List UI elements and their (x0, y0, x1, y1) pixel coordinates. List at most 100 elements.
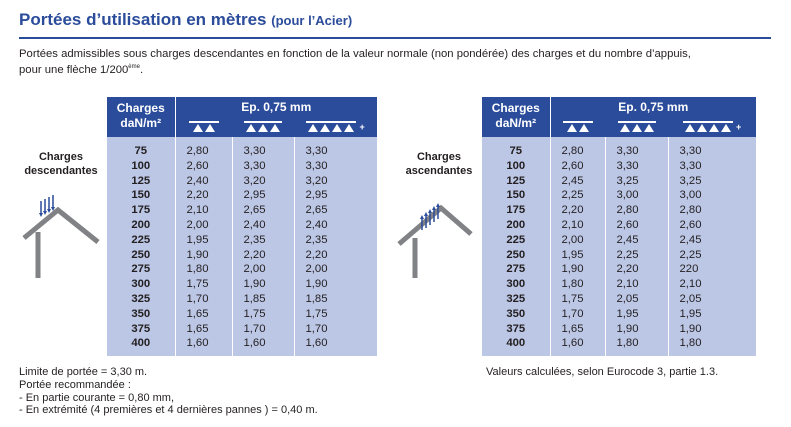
span-4-supports-cell: 2,80 (667, 203, 756, 218)
intro-text: Portées admissibles sous charges descend… (19, 48, 779, 77)
note-line-1: Limite de portée = 3,30 m. (19, 366, 148, 378)
span-2-supports-cell: 1,65 (174, 321, 232, 337)
span-3-supports-cell: 2,10 (604, 277, 668, 292)
span-3-supports-cell: 1,70 (231, 321, 294, 337)
span-4-supports-cell: 220 (667, 262, 756, 278)
title-suffix: (pour l’Acier) (271, 13, 353, 28)
table-row: 350 1,70 1,95 1,95 (482, 306, 756, 322)
span-2-supports-cell: 2,45 (549, 173, 605, 189)
table-row: 400 1,60 1,80 1,80 (482, 336, 756, 357)
four-plus-supports-icon: + (294, 117, 377, 137)
charge-cell: 150 (107, 188, 175, 204)
intro-sup: ème (128, 64, 140, 70)
charge-cell: 100 (107, 158, 175, 174)
two-supports-icon (174, 117, 232, 137)
right-side-label: Charges ascendantes (404, 150, 474, 178)
span-3-supports-cell: 1,60 (231, 336, 294, 357)
table-row: 225 1,95 2,35 2,35 (107, 232, 377, 248)
span-4-supports-cell: 1,90 (667, 321, 756, 337)
span-3-supports-cell: 2,45 (604, 232, 668, 248)
span-2-supports-cell: 2,25 (549, 188, 605, 204)
intro-line-1: Portées admissibles sous charges descend… (19, 48, 691, 60)
span-3-supports-cell: 1,95 (604, 306, 668, 322)
span-3-supports-cell: 2,95 (231, 188, 294, 204)
right-span-table: Charges daN/m² Ep. 0,75 mm + 75 2,80 3,30 3,… (482, 97, 756, 357)
span-2-supports-cell: 1,80 (549, 277, 605, 292)
charge-cell: 175 (107, 203, 175, 218)
charge-cell: 100 (482, 158, 550, 174)
table-row: 175 2,20 2,80 2,80 (482, 203, 756, 218)
charge-cell: 325 (107, 291, 175, 307)
span-3-supports-cell: 1,90 (231, 277, 294, 292)
charge-cell: 75 (107, 137, 175, 159)
charge-cell: 200 (107, 217, 175, 233)
span-2-supports-cell: 1,65 (549, 321, 605, 337)
span-2-supports-cell: 1,70 (549, 306, 605, 322)
plus-label: + (735, 121, 742, 132)
charges-header-line-2: daN/m² (495, 116, 537, 130)
charge-cell: 300 (482, 277, 550, 292)
span-3-supports-cell: 3,00 (604, 188, 668, 204)
span-3-supports-cell: 2,20 (231, 247, 294, 263)
note-line-3: - En partie courante = 0,80 mm, (19, 391, 174, 404)
table-row: 75 2,80 3,30 3,30 (107, 137, 377, 159)
table-row: 350 1,65 1,75 1,75 (107, 306, 377, 322)
span-4-supports-cell: 3,20 (293, 173, 377, 189)
span-4-supports-cell: 1,70 (293, 321, 377, 337)
span-2-supports-cell: 1,75 (549, 291, 605, 307)
table-row: 275 1,90 2,20 220 (482, 262, 756, 278)
span-2-supports-cell: 1,65 (174, 306, 232, 322)
table-row: 150 2,25 3,00 3,00 (482, 188, 756, 204)
span-2-supports-cell: 2,80 (549, 137, 605, 159)
span-4-supports-cell: 3,30 (667, 137, 756, 159)
charge-cell: 225 (482, 232, 550, 248)
table-row: 175 2,10 2,65 2,65 (107, 203, 377, 218)
span-2-supports-cell: 2,60 (174, 158, 232, 174)
charge-cell: 150 (482, 188, 550, 204)
span-3-supports-cell: 2,80 (604, 203, 668, 218)
three-supports-icon (605, 117, 668, 137)
span-2-supports-cell: 1,90 (174, 247, 232, 263)
page-title: Portées d’utilisation en mètres (pour l’… (19, 10, 352, 30)
span-3-supports-cell: 2,35 (231, 232, 294, 248)
left-label-line-2: descendantes (24, 165, 98, 177)
span-4-supports-cell: 1,80 (667, 336, 756, 357)
span-4-supports-cell: 2,20 (293, 247, 377, 263)
roof-ascending-load-icon (397, 203, 473, 278)
table-row: 300 1,75 1,90 1,90 (107, 277, 377, 292)
span-2-supports-cell: 1,70 (174, 291, 232, 307)
left-label-line-1: Charges (38, 151, 84, 163)
span-4-supports-cell: 1,75 (293, 306, 377, 322)
span-4-supports-cell: 1,90 (293, 277, 377, 292)
table-row: 300 1,80 2,10 2,10 (482, 277, 756, 292)
span-3-supports-cell: 3,30 (231, 137, 294, 159)
charge-cell: 350 (107, 306, 175, 322)
intro-end: . (139, 63, 144, 76)
charge-cell: 375 (482, 321, 550, 337)
table-row: 100 2,60 3,30 3,30 (107, 158, 377, 174)
charge-cell: 350 (482, 306, 550, 322)
left-span-table: Charges daN/m² Ep. 0,75 mm + 75 2,80 3,30 3,… (107, 97, 377, 357)
title-main: Portées d’utilisation en mètres (19, 10, 267, 29)
table-row: 200 2,10 2,60 2,60 (482, 217, 756, 233)
table-row: 125 2,40 3,20 3,20 (107, 173, 377, 189)
charge-cell: 375 (107, 321, 175, 337)
table-row: 75 2,80 3,30 3,30 (482, 137, 756, 159)
span-4-supports-cell: 3,00 (667, 188, 756, 204)
thickness-header: Ep. 0,75 mm (549, 97, 756, 117)
table-row: 250 1,90 2,20 2,20 (107, 247, 377, 263)
span-4-supports-cell: 2,00 (293, 262, 377, 278)
charge-cell: 125 (482, 173, 550, 189)
span-2-supports-cell: 2,20 (174, 188, 232, 204)
three-supports-icon (232, 117, 294, 137)
roof-descending-load-icon (22, 195, 100, 278)
span-3-supports-cell: 3,30 (604, 158, 668, 174)
table-row: 375 1,65 1,90 1,90 (482, 321, 756, 337)
title-rule (19, 37, 771, 39)
span-4-supports-cell: 2,25 (667, 247, 756, 263)
thickness-header: Ep. 0,75 mm (174, 97, 377, 117)
span-2-supports-cell: 2,10 (174, 203, 232, 218)
span-4-supports-cell: 3,30 (667, 158, 756, 174)
span-2-supports-cell: 1,80 (174, 262, 232, 278)
charge-cell: 300 (107, 277, 175, 292)
